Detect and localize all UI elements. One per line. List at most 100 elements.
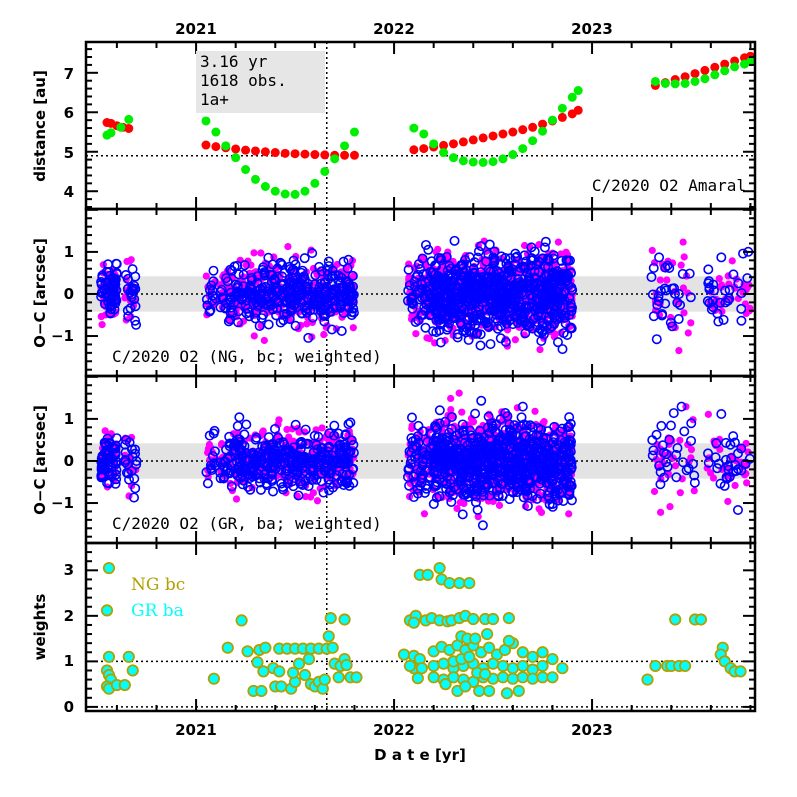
- geocentric-point: [310, 178, 320, 188]
- dec-residual-point: [201, 467, 212, 478]
- dec-residual-point: [497, 301, 508, 312]
- ra-residual-point: [420, 510, 429, 518]
- ra-residual-point: [349, 324, 357, 332]
- ra-residual-point: [687, 319, 695, 327]
- geocentric-point: [124, 114, 134, 124]
- dec-residual-point: [466, 430, 477, 441]
- dec-residual-point: [224, 438, 235, 449]
- dec-residual-point: [483, 264, 494, 275]
- dec-residual-point: [307, 248, 318, 259]
- dec-residual-point: [129, 492, 140, 503]
- dec-residual-point: [291, 457, 302, 468]
- ra-residual-point: [684, 329, 692, 337]
- dec-residual-point: [340, 429, 351, 440]
- ra-residual-point: [283, 425, 291, 434]
- dec-residual-point: [242, 455, 253, 466]
- dec-residual-point: [296, 267, 307, 278]
- dec-residual-point: [703, 264, 714, 275]
- dec-residual-point: [125, 303, 136, 314]
- dec-residual-point: [296, 287, 307, 298]
- ra-residual-point: [728, 257, 736, 265]
- dec-residual-point: [331, 470, 342, 481]
- dec-residual-point: [327, 303, 338, 314]
- dec-residual-point: [423, 244, 434, 255]
- dec-residual-point: [334, 440, 345, 451]
- dec-residual-point: [715, 297, 726, 308]
- dec-residual-point: [552, 269, 563, 280]
- dec-residual-point: [303, 453, 314, 464]
- dec-residual-point: [124, 474, 135, 485]
- dec-residual-point: [324, 428, 335, 439]
- dec-residual-point: [262, 452, 273, 463]
- dec-residual-point: [736, 315, 747, 326]
- dec-residual-point: [241, 419, 252, 430]
- dec-residual-point: [277, 452, 288, 463]
- geocentric-point: [340, 141, 350, 151]
- dec-residual-point: [104, 301, 115, 312]
- dec-residual-point: [481, 256, 492, 267]
- dec-residual-point: [96, 291, 107, 302]
- dec-residual-point: [311, 289, 322, 300]
- dec-residual-point: [338, 256, 349, 267]
- dec-residual-point: [231, 288, 242, 299]
- dec-residual-point: [103, 466, 114, 477]
- geocentric-point: [690, 76, 700, 86]
- heliocentric-point: [538, 119, 548, 129]
- dec-residual-point: [130, 315, 141, 326]
- dec-residual-point: [662, 260, 673, 271]
- dec-residual-point: [347, 270, 358, 281]
- dec-residual-point: [527, 293, 538, 304]
- ra-residual-point: [656, 508, 665, 516]
- dec-residual-point: [326, 324, 337, 335]
- dec-residual-point: [343, 454, 354, 465]
- dec-residual-point: [207, 451, 218, 462]
- dec-residual-point: [416, 279, 427, 290]
- dec-residual-point: [452, 332, 463, 343]
- dec-residual-point: [499, 302, 510, 313]
- dec-residual-point: [500, 424, 511, 435]
- dec-residual-point: [476, 395, 487, 406]
- dec-residual-point: [127, 444, 138, 455]
- heliocentric-point: [290, 149, 300, 159]
- ra-residual-point: [288, 425, 296, 433]
- ra-residual-point: [101, 427, 109, 435]
- dec-residual-point: [520, 328, 531, 339]
- dec-residual-point: [215, 302, 226, 313]
- dec-residual-point: [494, 434, 505, 445]
- dec-residual-point: [685, 292, 696, 303]
- dec-residual-point: [441, 278, 452, 289]
- ra-residual-point: [458, 408, 466, 416]
- geocentric-point: [409, 123, 419, 133]
- dec-residual-point: [259, 267, 270, 278]
- dec-residual-point: [277, 259, 288, 270]
- dec-residual-point: [329, 285, 340, 296]
- dec-residual-point: [552, 337, 563, 348]
- ra-residual-point: [671, 462, 680, 470]
- heliocentric-point: [280, 148, 290, 158]
- heliocentric-point: [680, 72, 690, 82]
- geocentric-point: [300, 186, 310, 196]
- dec-residual-point: [217, 292, 228, 303]
- dec-residual-point: [440, 416, 451, 427]
- dec-residual-point: [347, 464, 358, 475]
- dec-residual-point: [296, 308, 307, 319]
- ra-residual-point: [554, 238, 562, 246]
- dec-residual-point: [542, 288, 553, 299]
- dec-residual-point: [557, 275, 568, 286]
- ra-residual-point: [250, 332, 258, 340]
- dec-residual-point: [648, 311, 659, 322]
- ra-residual-point: [666, 503, 674, 511]
- dec-residual-point: [667, 321, 678, 332]
- dec-residual-point: [515, 262, 526, 273]
- geocentric-point: [518, 144, 528, 154]
- dec-residual-point: [703, 278, 714, 289]
- dec-residual-point: [405, 458, 416, 469]
- dec-residual-point: [477, 291, 488, 302]
- heliocentric-point: [518, 125, 528, 135]
- dec-residual-point: [458, 326, 469, 337]
- dec-residual-point: [215, 473, 226, 484]
- dec-residual-point: [270, 463, 281, 474]
- dec-residual-point: [297, 480, 308, 491]
- dec-residual-point: [461, 315, 472, 326]
- ra-residual-point: [680, 253, 688, 261]
